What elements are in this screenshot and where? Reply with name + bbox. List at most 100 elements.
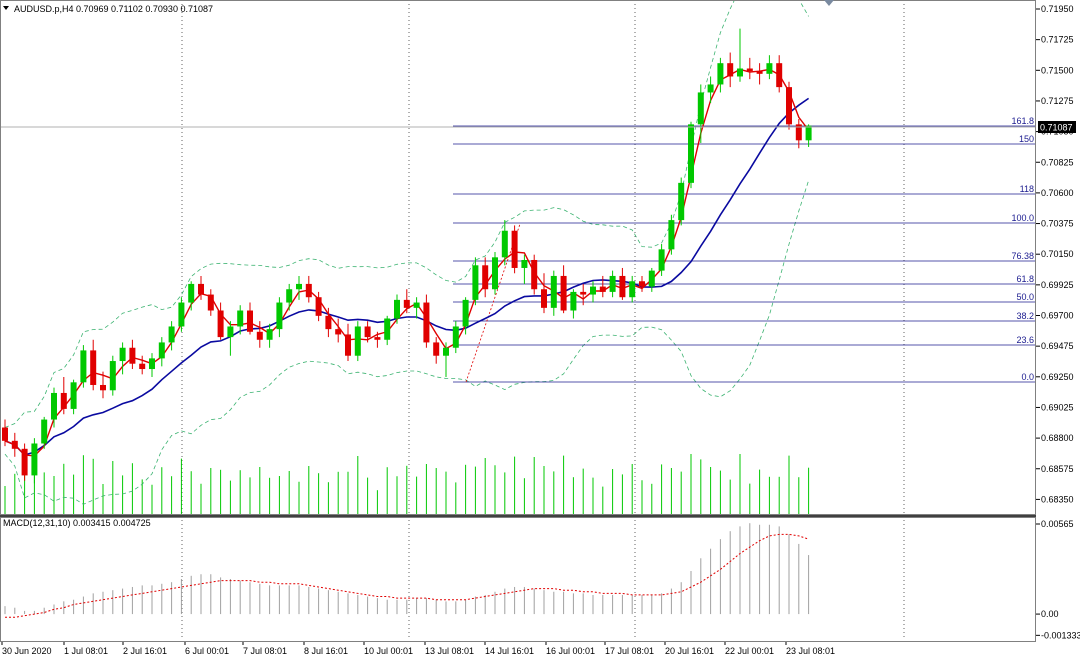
- candle-body: [541, 289, 547, 308]
- price-axis[interactable]: 0.719500.717250.715000.712750.710500.708…: [1036, 4, 1074, 504]
- fib-level-label: 100.0: [1011, 213, 1034, 223]
- price-tick-label: 0.69250: [1041, 372, 1074, 382]
- macd-tick-label: 0.00: [1041, 609, 1059, 619]
- macd-signal-line: [5, 533, 809, 618]
- candle-body: [452, 326, 459, 348]
- candle-body: [237, 310, 244, 327]
- candle-body: [443, 347, 449, 356]
- candle-body: [296, 283, 302, 290]
- price-tick-label: 0.71500: [1041, 65, 1074, 75]
- candle-body: [168, 326, 175, 343]
- candle-body: [345, 334, 351, 356]
- candle-body: [315, 297, 322, 316]
- candle-body: [354, 326, 361, 356]
- candle-body: [462, 299, 469, 327]
- candle-body: [599, 286, 606, 292]
- candle-body: [247, 310, 253, 332]
- candle-body: [678, 182, 685, 221]
- price-tick-label: 0.69700: [1041, 311, 1074, 321]
- envelope-bands: [4, 0, 809, 505]
- time-tick-label: 14 Jul 16:01: [485, 646, 534, 656]
- fibonacci-retracement[interactable]: 161.8 150 118 100.0 76.38 61.8 50.0 38.2 23.6 0.0: [453, 116, 1036, 383]
- time-tick-label: 30 Jun 2020: [2, 646, 52, 656]
- candle-body: [795, 124, 802, 141]
- price-tick-label: 0.71275: [1041, 96, 1074, 106]
- current-price-tag: [1038, 121, 1076, 133]
- time-tick-label: 2 Jul 16:01: [123, 646, 167, 656]
- symbol-info: AUDUSD.p,H4 0.70969 0.71102 0.70930 0.71…: [14, 4, 213, 14]
- candle-body: [727, 63, 734, 77]
- candle-body: [668, 220, 675, 250]
- price-tick-label: 0.69025: [1041, 402, 1074, 412]
- time-axis[interactable]: 30 Jun 2020 1 Jul 08:01 2 Jul 16:01 6 Jul 0…: [1, 642, 835, 656]
- fib-level-label: 0.0: [1021, 372, 1034, 382]
- candle-body: [501, 230, 508, 258]
- price-tick-label: 0.69475: [1041, 341, 1074, 351]
- candle-body: [697, 92, 704, 125]
- candle-body: [198, 283, 204, 295]
- candle-body: [648, 270, 655, 287]
- candle-body: [403, 299, 410, 308]
- candle-body: [109, 361, 116, 391]
- candle-body: [746, 68, 753, 72]
- candle-body: [737, 68, 743, 77]
- dropdown-triangle-icon[interactable]: [3, 6, 9, 10]
- time-tick-label: 23 Jul 08:01: [786, 646, 835, 656]
- candle-body: [531, 259, 538, 290]
- candle-body: [786, 87, 792, 125]
- candle-body: [2, 427, 8, 441]
- price-tick-label: 0.70825: [1041, 157, 1074, 167]
- candle-body: [521, 259, 528, 268]
- candle-body: [305, 283, 312, 298]
- fib-level-label: 38.2: [1016, 311, 1034, 321]
- candle-body: [158, 342, 165, 359]
- fib-level-label: 23.6: [1016, 335, 1034, 345]
- time-tick-label: 22 Jul 00:01: [725, 646, 774, 656]
- price-tick-label: 0.69925: [1041, 280, 1074, 290]
- candle-body: [119, 347, 126, 362]
- candle-body: [256, 331, 263, 340]
- time-tick-label: 20 Jul 16:01: [665, 646, 714, 656]
- candle-body: [364, 326, 371, 338]
- candlesticks: [2, 28, 812, 484]
- fib-level-label: 76.38: [1011, 251, 1034, 261]
- main-pane[interactable]: [0, 0, 1036, 515]
- fib-level-label: 50.0: [1016, 292, 1034, 302]
- time-tick-label: 16 Jul 00:01: [546, 646, 595, 656]
- time-tick-label: 7 Jul 08:01: [243, 646, 287, 656]
- macd-tick-label: 0.00565: [1041, 519, 1074, 529]
- candle-body: [325, 315, 332, 330]
- candle-body: [60, 392, 67, 409]
- candle-body: [413, 302, 420, 308]
- price-tick-label: 0.71950: [1041, 4, 1074, 14]
- price-tick-label: 0.68350: [1041, 494, 1074, 504]
- candle-body: [335, 329, 342, 335]
- chart-shift-marker-icon[interactable]: [824, 0, 834, 6]
- candle-body: [590, 286, 596, 295]
- candle-body: [756, 71, 763, 74]
- candle-body: [580, 291, 587, 295]
- candle-body: [374, 337, 381, 340]
- time-tick-label: 13 Jul 08:01: [425, 646, 474, 656]
- candle-body: [707, 84, 714, 93]
- candle-body: [609, 275, 616, 292]
- candle-body: [805, 125, 812, 141]
- macd-axis: 0.00565 0.00 -0.001333: [1036, 519, 1080, 640]
- candle-body: [433, 342, 440, 356]
- candle-body: [482, 265, 489, 290]
- candle-body: [776, 63, 783, 88]
- candle-body: [149, 358, 155, 370]
- macd-tick-label: -0.001333: [1041, 630, 1080, 640]
- candle-body: [550, 275, 557, 308]
- candle-body: [619, 275, 626, 298]
- candle-body: [688, 124, 694, 183]
- candle-body: [766, 63, 773, 74]
- candle-body: [70, 382, 77, 409]
- time-tick-label: 6 Jul 00:01: [185, 646, 229, 656]
- time-tick-label: 8 Jul 16:01: [304, 646, 348, 656]
- candle-body: [80, 350, 87, 383]
- candle-body: [217, 310, 224, 338]
- candle-body: [227, 326, 234, 338]
- candle-body: [472, 265, 479, 300]
